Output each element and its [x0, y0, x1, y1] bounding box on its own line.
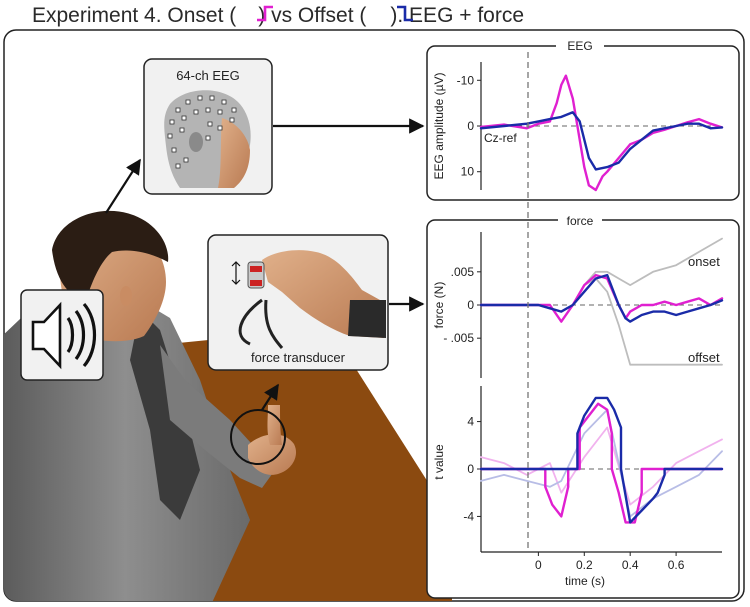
force-transducer-box: force transducer [207, 234, 389, 371]
t-value-chart: 4 0 -4 t value 0 0.2 0.4 0.6 [432, 386, 724, 572]
y-tick-label: - .005 [443, 331, 474, 345]
y-tick-label: 0 [467, 462, 474, 476]
y-tick-label: 10 [461, 165, 475, 179]
hand-holding-transducer-icon [231, 250, 386, 349]
speaker-box [20, 289, 104, 381]
eeg-chart: -10 0 10 EEG amplitude (µV) [432, 62, 724, 192]
series-line-offset [479, 396, 724, 524]
x-tick-label: 0.2 [576, 558, 593, 572]
speaker-sound-icon [31, 301, 96, 370]
arrow-hand-to-transducer [261, 383, 279, 411]
y-tick-label: 4 [467, 415, 474, 429]
force-annotation-offset: offset [688, 350, 720, 365]
force-box-label: force transducer [251, 350, 346, 365]
y-tick-label: -10 [457, 73, 475, 87]
eeg-box-label: 64-ch EEG [176, 68, 240, 83]
t-chart-xlabel: time (s) [565, 574, 605, 588]
x-tick-label: 0.4 [622, 558, 639, 572]
force-chart: .005 0 - .005 force (N) [432, 232, 724, 378]
eeg-panel-title: EEG [567, 39, 592, 53]
eeg-cap-box: 64-ch EEG [143, 58, 273, 195]
x-tick-label: 0 [535, 558, 542, 572]
arrow-person-to-eeg [105, 158, 141, 214]
force-annotation-onset: onset [688, 254, 720, 269]
eeg-annotation-czref: Cz-ref [484, 131, 517, 145]
series-line-offset [479, 111, 724, 171]
y-axis-label: EEG amplitude (µV) [432, 73, 446, 180]
svg-text:Experiment 4. Onset () vs Offs: Experiment 4. Onset () vs Offset (). EEG… [32, 4, 524, 27]
y-tick-label: 0 [467, 119, 474, 133]
x-tick-label: 0.6 [668, 558, 685, 572]
y-axis-label: force (N) [432, 282, 446, 329]
step-down-icon [397, 5, 413, 22]
hand-focus-circle [230, 409, 286, 465]
eeg-panel: EEG -10 0 10 EEG amplitude (µV) Cz-ref [426, 38, 740, 201]
eeg-cap-head-icon [164, 90, 251, 188]
y-tick-label: -4 [463, 509, 474, 523]
figure-title: Experiment 4. Onset () vs Offset (). EEG… [32, 4, 524, 27]
series-line-offset [479, 273, 724, 323]
y-axis-label: t value [432, 444, 446, 480]
series-line-offset_light [480, 408, 723, 518]
series-line-onset_light [480, 426, 723, 506]
y-tick-label: 0 [467, 298, 474, 312]
step-up-icon [257, 5, 273, 22]
flow-arrows [105, 118, 425, 411]
y-tick-label: .005 [451, 265, 475, 279]
series-line-onset [479, 402, 724, 524]
force-panel-title: force [567, 214, 594, 228]
